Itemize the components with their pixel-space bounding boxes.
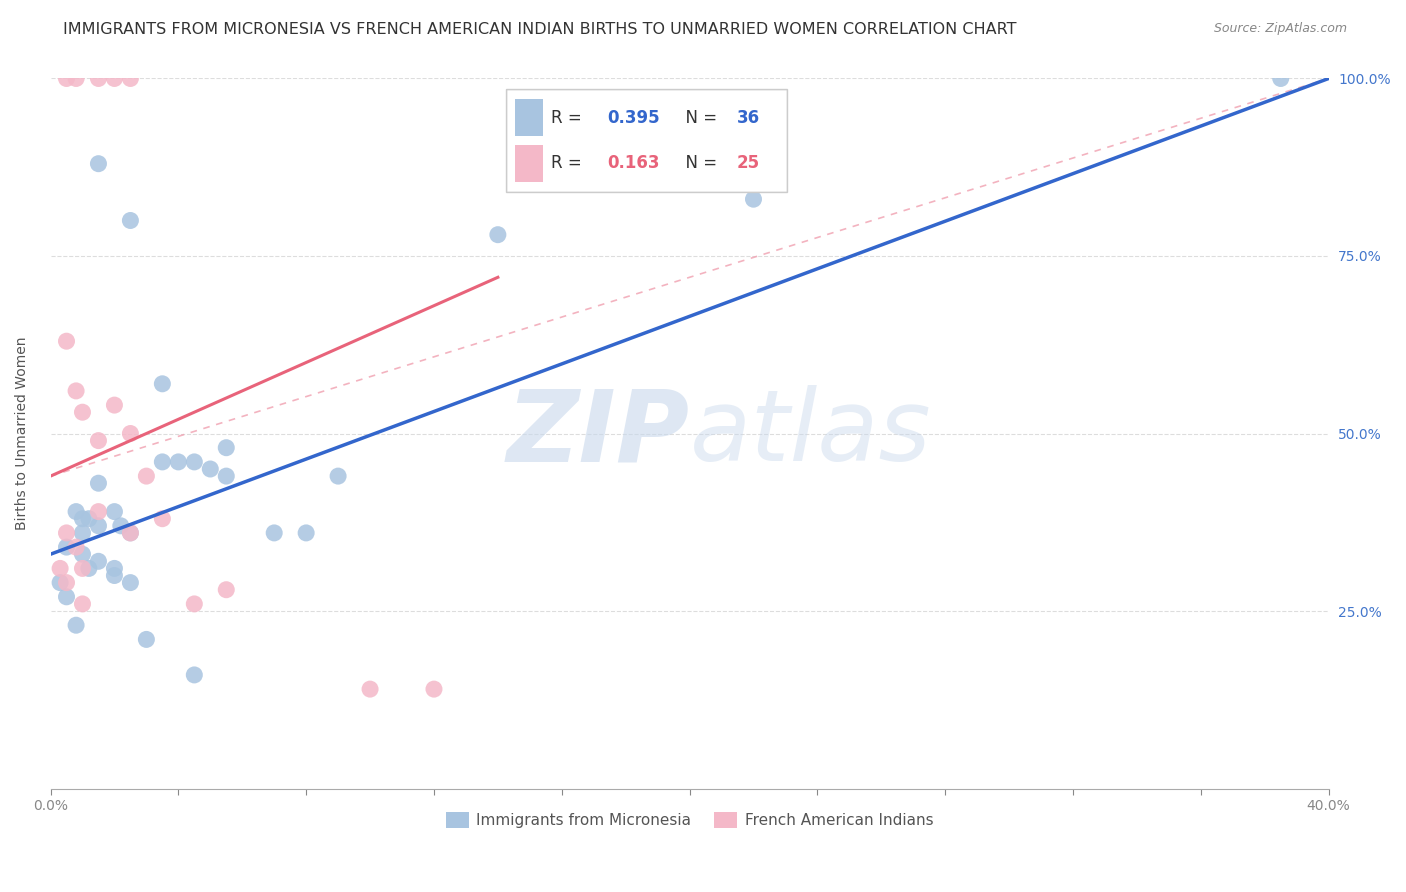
Point [150,376,173,391]
Legend: Immigrants from Micronesia, French American Indians: Immigrants from Micronesia, French Ameri… [440,806,939,834]
Point [150,455,173,469]
Text: R =: R = [551,109,588,127]
Point [72,525,94,540]
Point [120,213,142,227]
Point [55,71,77,86]
Point [150,512,173,526]
Point [215,441,238,455]
Text: R =: R = [551,154,588,172]
Text: Source: ZipAtlas.com: Source: ZipAtlas.com [1213,22,1347,36]
Point [135,632,157,647]
Point [120,575,142,590]
Text: N =: N = [675,109,723,127]
Text: IMMIGRANTS FROM MICRONESIA VS FRENCH AMERICAN INDIAN BIRTHS TO UNMARRIED WOMEN C: IMMIGRANTS FROM MICRONESIA VS FRENCH AME… [63,22,1017,37]
Text: ZIP: ZIP [506,385,689,482]
Point [65,540,87,554]
Text: 25: 25 [737,154,759,172]
Point [72,512,94,526]
Point [87,518,110,533]
Point [1270,71,1292,86]
Point [103,568,125,582]
Point [72,597,94,611]
Text: 0.163: 0.163 [607,154,659,172]
Point [120,525,142,540]
Point [49,575,72,590]
Point [486,227,509,242]
Point [87,71,110,86]
Point [65,505,87,519]
Point [65,384,87,398]
Point [183,668,205,682]
Point [65,71,87,86]
Point [215,469,238,483]
Point [215,582,238,597]
Point [72,547,94,561]
Y-axis label: Births to Unmarried Women: Births to Unmarried Women [15,337,30,530]
Point [87,476,110,491]
Point [55,525,77,540]
Point [120,525,142,540]
Point [77,561,100,575]
Point [110,518,132,533]
Point [77,512,100,526]
Text: 0.395: 0.395 [607,109,659,127]
Point [65,618,87,632]
Bar [515,99,543,136]
Bar [515,145,543,181]
Point [183,455,205,469]
Point [120,71,142,86]
Point [103,561,125,575]
Point [87,157,110,171]
Point [263,525,285,540]
Text: atlas: atlas [689,385,931,482]
Point [167,455,190,469]
Text: N =: N = [675,154,723,172]
Point [87,505,110,519]
Point [72,561,94,575]
Point [200,462,222,476]
Point [49,561,72,575]
Point [326,469,349,483]
Point [72,405,94,419]
Point [55,540,77,554]
Point [423,682,446,697]
Point [742,192,765,206]
Point [295,525,318,540]
Point [55,590,77,604]
Point [359,682,381,697]
Point [87,554,110,568]
Point [120,426,142,441]
Point [55,575,77,590]
Point [103,505,125,519]
Point [103,398,125,412]
Point [87,434,110,448]
Point [103,71,125,86]
Point [135,469,157,483]
Text: 36: 36 [737,109,759,127]
Point [55,334,77,349]
Point [183,597,205,611]
